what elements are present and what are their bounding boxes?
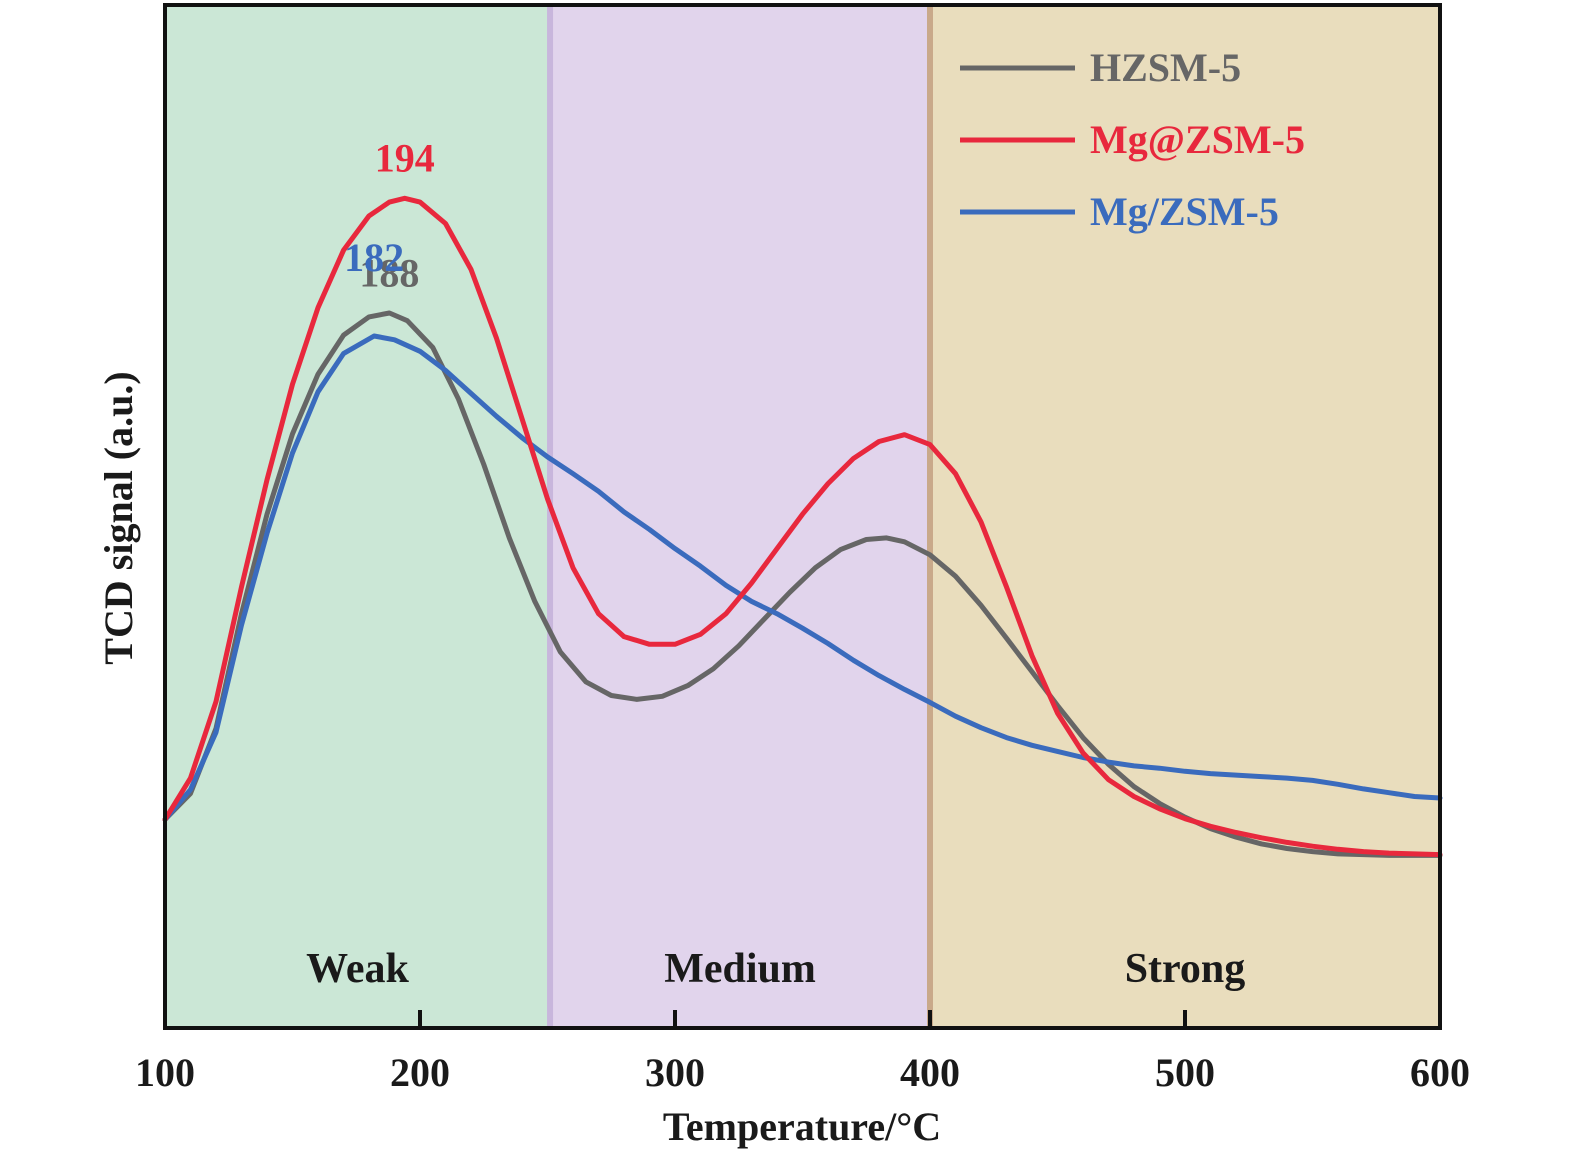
x-tick-label: 200 — [390, 1050, 450, 1095]
legend-label-mg-zsm-5: Mg@ZSM-5 — [1090, 117, 1305, 162]
region-strong — [930, 5, 1440, 1028]
plot-frame — [163, 3, 1442, 1030]
region-label-medium: Medium — [664, 946, 816, 992]
series-line-mg-zsm-5 — [162, 333, 1443, 822]
y-axis-title: TCD signal (a.u.) — [96, 371, 141, 664]
region-label-weak: Weak — [306, 946, 409, 992]
x-tick-label: 100 — [135, 1050, 195, 1095]
x-axis-title: Temperature/°C — [663, 1104, 941, 1149]
region-label-layer: Weak Medium Strong — [306, 946, 1245, 992]
legend: HZSM-5 Mg@ZSM-5 Mg/ZSM-5 — [960, 45, 1305, 234]
region-layer — [165, 5, 1440, 1028]
region-label-strong: Strong — [1125, 946, 1246, 992]
region-medium — [550, 5, 930, 1028]
legend-label-mg-zsm-5: Mg/ZSM-5 — [1090, 189, 1279, 234]
series-layer — [162, 195, 1443, 858]
peak-label-layer: 188 194 182 — [344, 136, 435, 296]
x-tick-label: 300 — [645, 1050, 705, 1095]
peak-label-hzsm-5: 188 — [359, 250, 419, 295]
region-weak — [165, 5, 551, 1028]
peak-label-mg-zsm-5: 182 — [344, 235, 404, 280]
x-tick-label: 600 — [1410, 1050, 1470, 1095]
legend-label-hzsm-5: HZSM-5 — [1090, 45, 1241, 90]
x-tick-label: 400 — [900, 1050, 960, 1095]
series-line-mg-zsm-5 — [162, 195, 1443, 858]
series-line-hzsm-5 — [162, 310, 1443, 858]
peak-label-mg-zsm-5: 194 — [375, 136, 435, 181]
x-tick-label: 500 — [1155, 1050, 1215, 1095]
x-tick-layer: 100 200 300 400 500 600 — [135, 1010, 1470, 1095]
